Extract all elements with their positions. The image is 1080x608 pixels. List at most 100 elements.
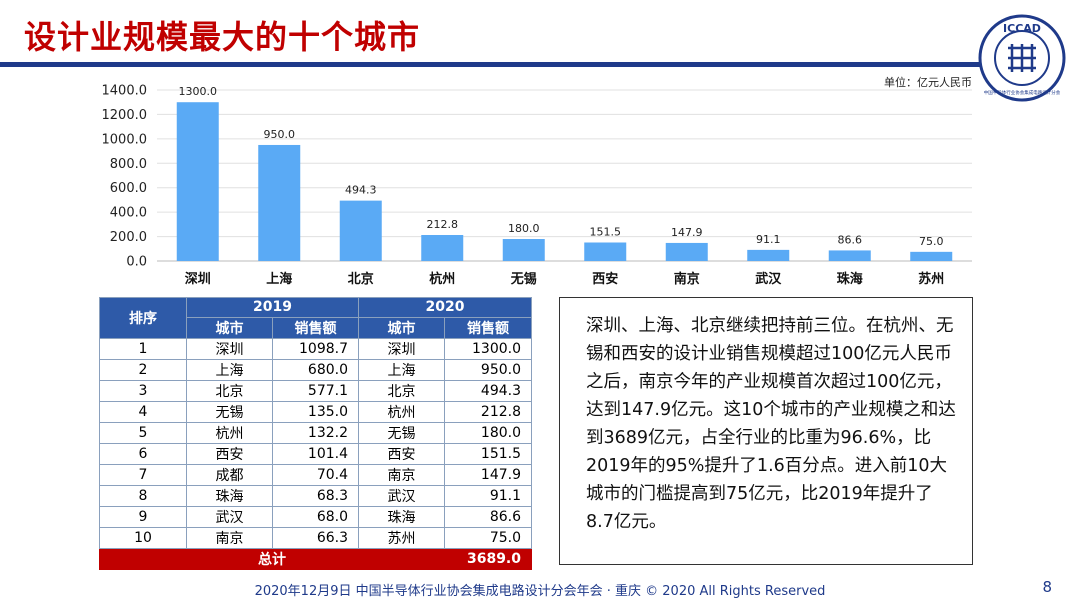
table-row: 9 武汉 68.0 珠海 86.6 [99,505,532,528]
rank-cell: 1 [99,337,187,360]
logo-subtext: 中国半导体行业协会集成电路设计分会 [984,89,1061,96]
rank-cell: 9 [99,505,187,528]
y-tick-label: 1000.0 [102,132,148,147]
city-2020-cell: 杭州 [358,400,445,423]
sales-2020-cell: 212.8 [444,400,532,423]
sales-2020-cell: 147.9 [444,463,532,486]
city-2019-cell: 杭州 [186,421,273,444]
sales-2020-cell: 75.0 [444,526,532,549]
table-row: 10 南京 66.3 苏州 75.0 [99,526,532,549]
city-2019-cell: 武汉 [186,505,273,528]
sales-2019-cell: 66.3 [272,526,359,549]
logo-text: ICCAD [1003,22,1041,35]
sales-2019-cell: 135.0 [272,400,359,423]
city-2019-cell: 珠海 [186,484,273,507]
bar [665,242,708,261]
city-2019-cell: 北京 [186,379,273,402]
x-category-label: 深圳 [185,271,211,287]
year-2020-header: 2020 [358,297,532,318]
city-2020-cell: 苏州 [358,526,445,549]
rank-cell: 10 [99,526,187,549]
footer-text: 2020年12月9日 中国半导体行业协会集成电路设计分会年会 · 重庆 © 20… [254,584,826,599]
unit-label: 单位：亿元人民币 [884,76,972,89]
table-row: 8 珠海 68.3 武汉 91.1 [99,484,532,507]
bar-value-label: 147.9 [671,226,703,239]
table-row: 3 北京 577.1 北京 494.3 [99,379,532,402]
bar-value-label: 180.0 [508,222,540,235]
y-tick-label: 1200.0 [102,108,148,123]
sales-2019-cell: 101.4 [272,442,359,465]
y-tick-label: 400.0 [110,206,147,221]
bar-value-label: 151.5 [590,225,622,238]
bar [421,235,464,261]
bar [747,249,790,261]
bar [828,250,871,261]
table-row: 7 成都 70.4 南京 147.9 [99,463,532,486]
rank-cell: 2 [99,358,187,381]
rank-cell: 8 [99,484,187,507]
x-category-label: 北京 [348,271,374,287]
city-2019-cell: 南京 [186,526,273,549]
bar-value-label: 212.8 [427,218,459,231]
rank-header: 排序 [99,297,187,339]
bar-chart: 0.0 200.0 400.0 600.0 800.0 1000.0 1200.0 1400.… [102,84,972,287]
x-category-label: 南京 [674,271,700,287]
city-2020-cell: 珠海 [358,505,445,528]
sales-2020-cell: 950.0 [444,358,532,381]
sales-2019-cell: 680.0 [272,358,359,381]
rank-cell: 7 [99,463,187,486]
bar [339,200,382,261]
x-category-label: 无锡 [510,271,537,287]
rank-cell: 3 [99,379,187,402]
table-row: 2 上海 680.0 上海 950.0 [99,358,532,381]
city-2019-cell: 无锡 [186,400,273,423]
iccad-logo: ICCAD 中国半导体行业协会集成电路设计分会 [978,14,1066,102]
slide-title: 设计业规模最大的十个城市 [24,18,421,56]
bar [584,242,627,261]
sales-2020-cell: 494.3 [444,379,532,402]
bar-value-label: 91.1 [756,233,781,246]
y-tick-label: 600.0 [110,181,147,196]
city-2019-cell: 成都 [186,463,273,486]
x-category-label: 珠海 [837,271,863,287]
table-row: 1 深圳 1098.7 深圳 1300.0 [99,337,532,360]
city-2020-cell: 南京 [358,463,445,486]
sales-2020-cell: 151.5 [444,442,532,465]
sales-2019-cell: 132.2 [272,421,359,444]
title-divider [0,62,990,67]
bar [176,102,219,261]
sales-header-2019: 销售额 [272,316,359,339]
city-2019-cell: 上海 [186,358,273,381]
bar [258,144,301,261]
city-header-2020: 城市 [358,316,445,339]
sales-2020-cell: 91.1 [444,484,532,507]
y-tick-label: 800.0 [110,157,147,172]
sales-2019-cell: 70.4 [272,463,359,486]
table-row: 6 西安 101.4 西安 151.5 [99,442,532,465]
x-category-label: 苏州 [918,271,944,287]
city-header-2019: 城市 [186,316,273,339]
sales-2020-cell: 180.0 [444,421,532,444]
rank-cell: 6 [99,442,187,465]
page-number: 8 [1042,578,1052,596]
sales-2019-cell: 68.0 [272,505,359,528]
x-category-label: 武汉 [755,271,782,287]
bar-value-label: 1300.0 [179,85,218,98]
summary-text-box: 深圳、上海、北京继续把持前三位。在杭州、无锡和西安的设计业销售规模超过100亿元… [559,297,973,565]
sales-2019-cell: 577.1 [272,379,359,402]
y-tick-label: 0.0 [126,255,147,270]
sales-2020-cell: 86.6 [444,505,532,528]
bar-value-label: 494.3 [345,184,377,197]
rank-cell: 5 [99,421,187,444]
sales-header-2020: 销售额 [444,316,532,339]
city-2019-cell: 深圳 [186,337,273,360]
city-2020-cell: 上海 [358,358,445,381]
sales-2019-cell: 1098.7 [272,337,359,360]
city-2020-cell: 无锡 [358,421,445,444]
city-2020-cell: 西安 [358,442,445,465]
rank-cell: 4 [99,400,187,423]
total-value: 3689.0 [444,547,532,570]
sales-2019-cell: 68.3 [272,484,359,507]
x-category-label: 上海 [266,271,292,287]
x-category-label: 西安 [592,271,618,287]
